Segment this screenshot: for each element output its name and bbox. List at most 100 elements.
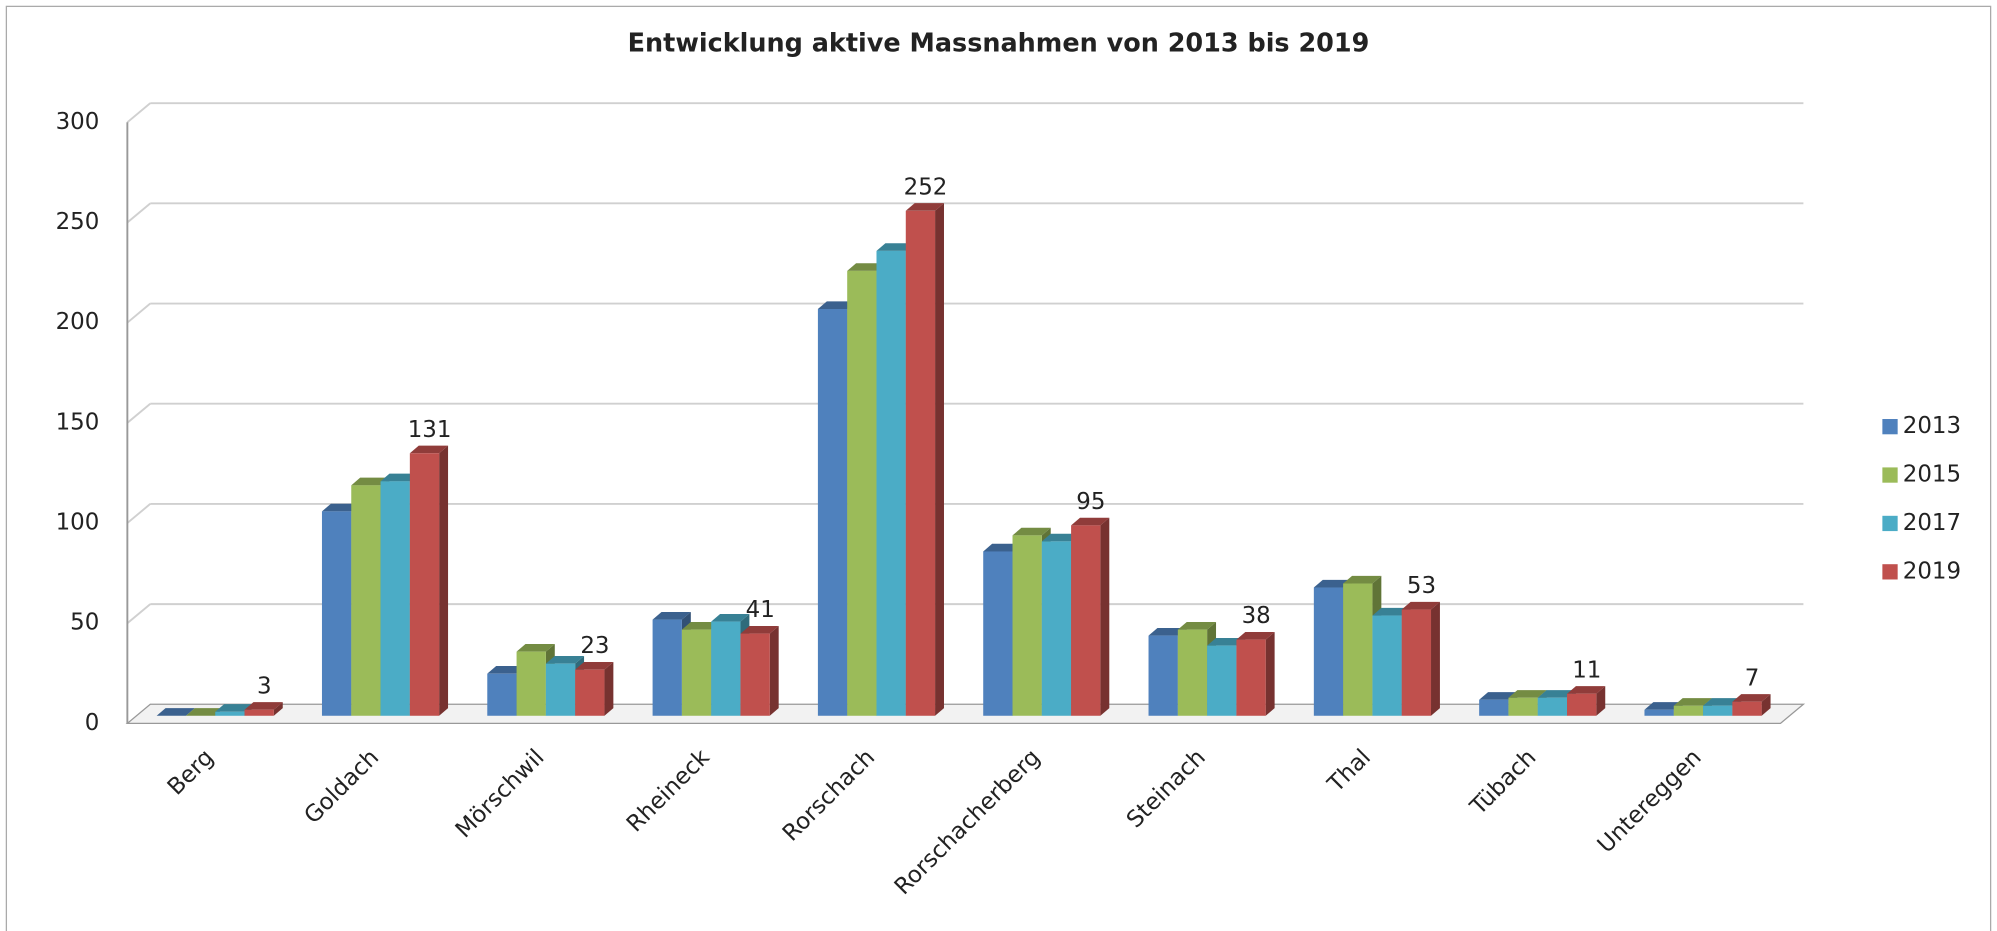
bar-front (409, 453, 440, 716)
bar-top (817, 301, 857, 309)
bar-top (1401, 601, 1440, 610)
chart-frame (5, 5, 1992, 931)
bar-front (1372, 615, 1402, 716)
bar-top (1732, 694, 1771, 702)
bar (1732, 694, 1771, 716)
bar-front (487, 673, 517, 716)
bar-top (1372, 607, 1411, 616)
grid-line-side (126, 402, 151, 424)
bar-top (1673, 698, 1712, 706)
bar-front (1567, 693, 1597, 716)
legend-swatch (1882, 564, 1898, 580)
bar-top (876, 243, 915, 251)
bar-top (1508, 690, 1547, 698)
bar-top (156, 708, 195, 716)
bar-side (604, 662, 614, 716)
bar-top (487, 666, 526, 674)
bar-front (740, 633, 770, 716)
legend-swatch (1882, 419, 1898, 435)
bar-top (1644, 702, 1683, 710)
bar-front (711, 621, 741, 716)
bar (575, 662, 614, 716)
bar-top (1479, 692, 1518, 700)
bar (244, 702, 283, 716)
bar-front (1479, 699, 1509, 716)
bar-top (409, 445, 449, 454)
bar (545, 656, 585, 716)
bar-front (1673, 705, 1704, 716)
bar-front (244, 709, 274, 716)
data-label: 53 (1407, 573, 1436, 599)
bar-top (215, 704, 254, 712)
bar-top (1537, 690, 1576, 698)
bar-front (321, 511, 352, 716)
bar-side (273, 702, 283, 716)
bar-front (681, 629, 712, 716)
bar-top (1177, 621, 1217, 630)
y-tick-label: 300 (56, 109, 100, 135)
bar-side (935, 203, 944, 716)
bar-front (1177, 629, 1208, 716)
bar-front (905, 210, 936, 716)
y-tick-label: 50 (70, 610, 99, 636)
data-label: 131 (408, 417, 452, 443)
bar-front (1148, 635, 1178, 716)
bar-side (1100, 517, 1110, 716)
chart-title: Entwicklung aktive Massnahmen von 2013 b… (628, 29, 1370, 59)
bar-top (351, 477, 390, 486)
data-label: 95 (1076, 489, 1105, 515)
bar-top (1012, 527, 1051, 536)
bar-top (681, 621, 721, 630)
bar-top (575, 662, 614, 670)
legend-swatch (1882, 515, 1898, 532)
y-tick-label: 150 (56, 409, 100, 435)
grid-line-side (126, 603, 151, 624)
bar-top (905, 203, 944, 211)
grid-line-side (126, 503, 151, 524)
bar-top (545, 656, 585, 664)
bar-top (1207, 637, 1246, 646)
data-label: 23 (580, 633, 609, 659)
bar-top (711, 613, 750, 622)
bar (185, 708, 225, 716)
bar-front (652, 619, 682, 716)
data-label: 252 (904, 174, 948, 200)
y-tick-label: 100 (56, 510, 100, 536)
bar-front (545, 663, 576, 716)
grid-line-side (126, 202, 151, 224)
bar-top (516, 643, 555, 652)
bar-front (1313, 587, 1344, 716)
bar-front (847, 270, 877, 716)
bar-front (516, 651, 546, 716)
y-tick-label: 0 (85, 710, 100, 736)
bar-side (769, 625, 779, 716)
bar-side (1596, 686, 1606, 716)
bar-top (740, 625, 779, 634)
bar (1401, 601, 1440, 716)
bar-top (185, 708, 225, 716)
bar-top (380, 473, 419, 482)
bar-front (380, 481, 410, 716)
bar-side (1431, 601, 1440, 716)
grid-line-side (126, 302, 151, 324)
bar-top (983, 543, 1022, 552)
bar (409, 445, 449, 716)
bar-top (1148, 627, 1187, 636)
data-label: 7 (1745, 665, 1760, 691)
bar (1567, 686, 1606, 716)
bar-side (1265, 631, 1275, 716)
data-label: 41 (746, 597, 775, 623)
bar-front (1537, 697, 1568, 716)
bar-front (215, 711, 245, 716)
bar-front (1508, 697, 1538, 716)
bar (1508, 690, 1547, 716)
bar-front (1236, 639, 1266, 716)
bar (905, 203, 944, 716)
legend-label: 2013 (1903, 413, 1961, 439)
bar (740, 625, 779, 716)
bar-front (1207, 645, 1237, 716)
bar-front (1041, 541, 1072, 716)
legend-label: 2019 (1903, 558, 1961, 584)
